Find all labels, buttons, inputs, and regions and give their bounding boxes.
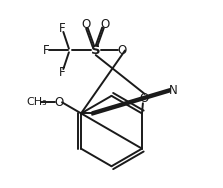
Text: O: O xyxy=(117,44,126,57)
Text: S: S xyxy=(91,44,101,57)
Text: CH₃: CH₃ xyxy=(26,97,47,107)
Text: O: O xyxy=(100,18,110,31)
Text: F: F xyxy=(59,66,66,79)
Text: F: F xyxy=(42,44,49,57)
Text: F: F xyxy=(59,22,66,35)
Text: O: O xyxy=(139,92,149,105)
Text: N: N xyxy=(169,84,178,97)
Text: O: O xyxy=(54,96,63,109)
Text: O: O xyxy=(82,18,91,31)
